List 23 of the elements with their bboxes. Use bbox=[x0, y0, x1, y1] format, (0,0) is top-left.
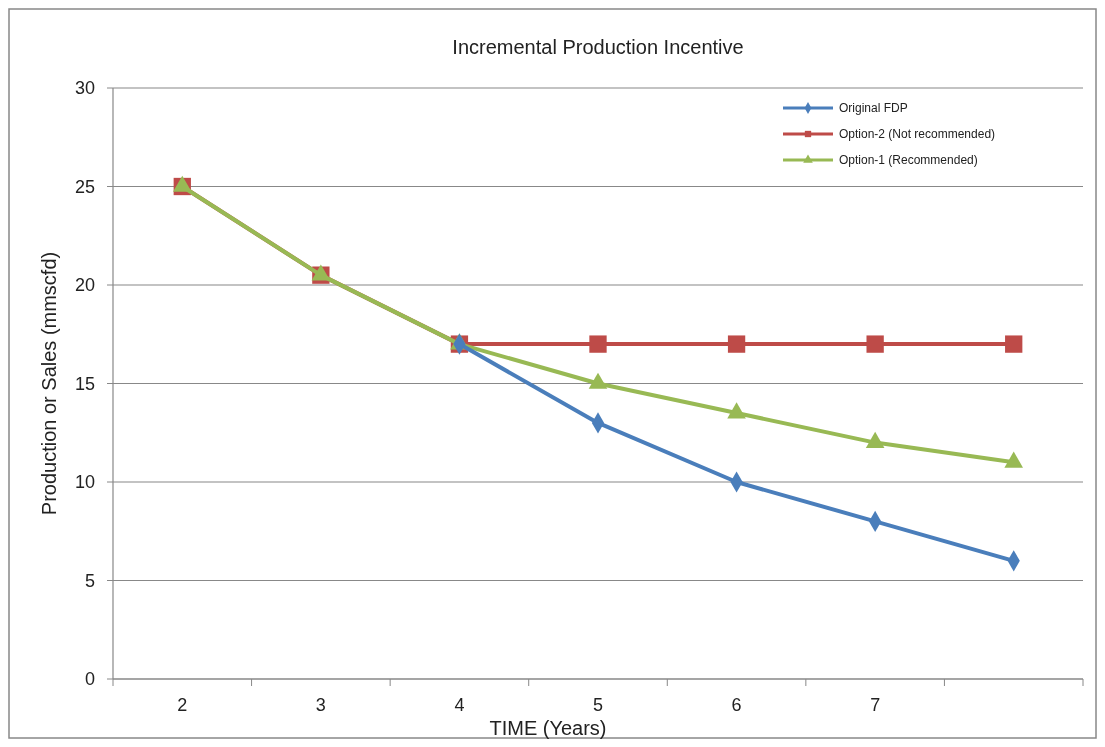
point bbox=[589, 335, 607, 353]
y-tick-label: 0 bbox=[84, 669, 95, 690]
y-axis-title: Production or Sales (mmscfd) bbox=[38, 251, 60, 516]
legend-label: Option-2 (Not recommended) bbox=[839, 127, 996, 142]
y-tick-label: 25 bbox=[74, 176, 95, 197]
y-tick-label: 30 bbox=[74, 78, 95, 99]
point bbox=[727, 335, 746, 353]
x-tick-label: 4 bbox=[454, 695, 465, 715]
x-tick-label: 5 bbox=[592, 695, 604, 715]
x-tick-label: 2 bbox=[177, 695, 188, 715]
y-tick-label: 15 bbox=[74, 373, 95, 394]
x-tick-label: 7 bbox=[870, 695, 881, 715]
y-tick-label: 20 bbox=[74, 275, 95, 296]
y-tick-label: 10 bbox=[74, 472, 95, 493]
point bbox=[866, 335, 884, 353]
legend-label: Original FDP bbox=[839, 101, 908, 116]
x-tick-label: 6 bbox=[731, 695, 742, 715]
legend-label: Option-1 (Recommended) bbox=[839, 153, 978, 168]
x-axis-title: TIME (Years) bbox=[489, 717, 607, 739]
point bbox=[1005, 335, 1023, 353]
x-tick-label: 3 bbox=[315, 695, 326, 715]
chart-title: Incremental Production Incentive bbox=[452, 36, 744, 58]
y-tick-label: 5 bbox=[84, 570, 95, 591]
